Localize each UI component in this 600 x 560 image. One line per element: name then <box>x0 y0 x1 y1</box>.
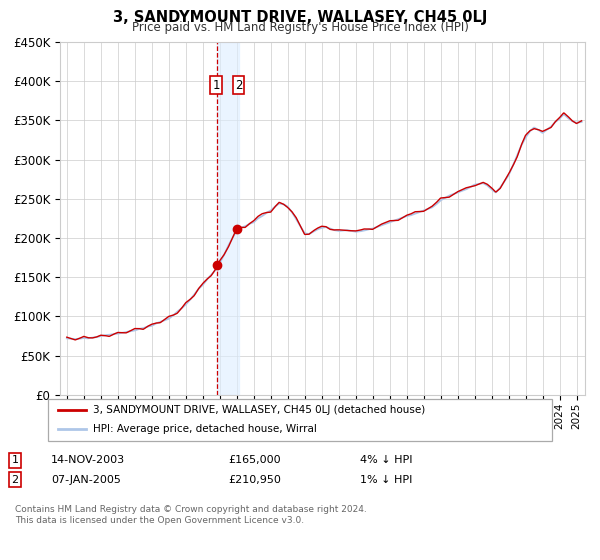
Text: Price paid vs. HM Land Registry's House Price Index (HPI): Price paid vs. HM Land Registry's House … <box>131 21 469 34</box>
Text: 14-NOV-2003: 14-NOV-2003 <box>51 455 125 465</box>
Text: 4% ↓ HPI: 4% ↓ HPI <box>360 455 413 465</box>
FancyBboxPatch shape <box>48 399 552 441</box>
Text: £210,950: £210,950 <box>228 475 281 485</box>
Text: 3, SANDYMOUNT DRIVE, WALLASEY, CH45 0LJ (detached house): 3, SANDYMOUNT DRIVE, WALLASEY, CH45 0LJ … <box>94 405 425 416</box>
Text: 2: 2 <box>11 475 19 485</box>
Text: 1: 1 <box>11 455 19 465</box>
Text: 2: 2 <box>235 78 242 92</box>
Text: 3, SANDYMOUNT DRIVE, WALLASEY, CH45 0LJ: 3, SANDYMOUNT DRIVE, WALLASEY, CH45 0LJ <box>113 10 487 25</box>
Text: 1: 1 <box>212 78 220 92</box>
Text: 07-JAN-2005: 07-JAN-2005 <box>51 475 121 485</box>
Text: £165,000: £165,000 <box>228 455 281 465</box>
Text: 1% ↓ HPI: 1% ↓ HPI <box>360 475 412 485</box>
Text: Contains HM Land Registry data © Crown copyright and database right 2024.
This d: Contains HM Land Registry data © Crown c… <box>15 505 367 525</box>
Bar <box>217 42 239 395</box>
Text: HPI: Average price, detached house, Wirral: HPI: Average price, detached house, Wirr… <box>94 424 317 434</box>
